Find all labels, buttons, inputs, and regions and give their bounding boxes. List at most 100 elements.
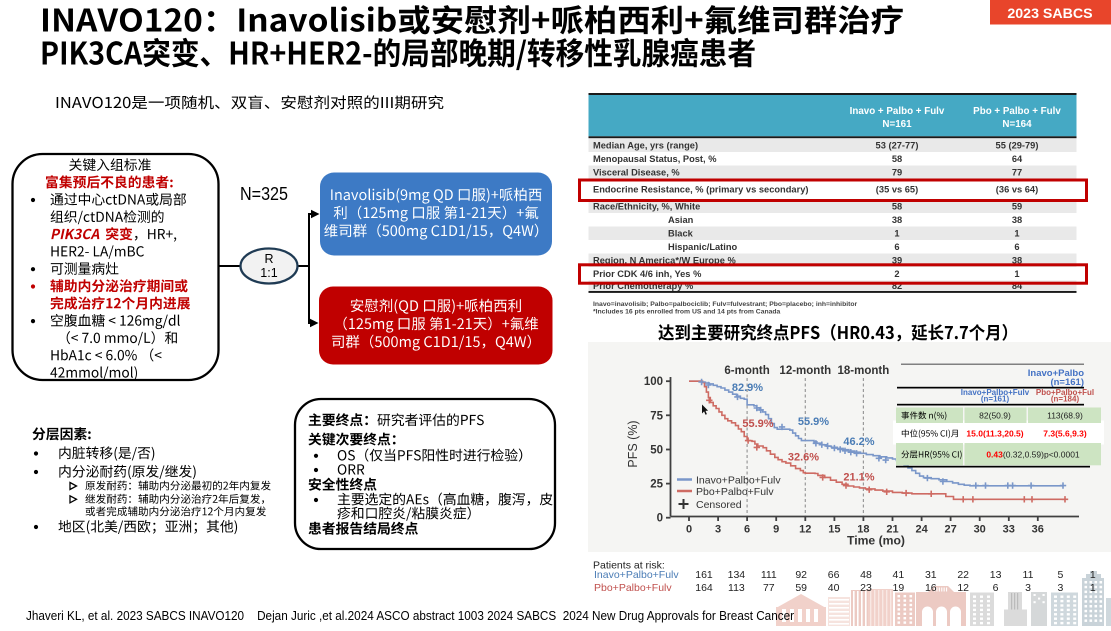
svg-text:84: 84 <box>1012 281 1023 291</box>
svg-text:9: 9 <box>773 523 779 535</box>
svg-text:64: 64 <box>1012 154 1023 164</box>
svg-text:48: 48 <box>860 569 872 581</box>
svg-text:75: 75 <box>650 410 663 422</box>
svg-text:Menopausal Status, Post, %: Menopausal Status, Post, % <box>593 154 717 164</box>
svg-text:2023 SABCS: 2023 SABCS <box>1007 6 1092 22</box>
svg-text:22: 22 <box>957 569 969 581</box>
svg-text:111: 111 <box>761 569 777 581</box>
svg-text:92: 92 <box>795 569 807 581</box>
svg-text:18: 18 <box>857 523 869 535</box>
svg-text:23: 23 <box>860 582 872 594</box>
svg-text:55.9%: 55.9% <box>742 418 773 430</box>
svg-text:77: 77 <box>763 582 775 594</box>
svg-text:Patients at risk:: Patients at risk: <box>593 560 665 572</box>
svg-text:27: 27 <box>944 523 956 535</box>
svg-text:24: 24 <box>915 523 928 535</box>
svg-text:134: 134 <box>728 569 746 581</box>
svg-text:Censored: Censored <box>696 499 742 511</box>
svg-text:59: 59 <box>1012 202 1022 212</box>
svg-text:N=325: N=325 <box>240 184 288 204</box>
svg-text:6: 6 <box>894 242 899 252</box>
svg-text:N=164: N=164 <box>1002 119 1032 130</box>
svg-text:(n=184): (n=184) <box>1051 394 1080 403</box>
svg-text:Pbo + Palbo + Fulv: Pbo + Palbo + Fulv <box>973 106 1061 117</box>
svg-text:30: 30 <box>974 523 986 535</box>
svg-text:58: 58 <box>892 154 902 164</box>
svg-text:0.43(0.32,0.59)p<0.0001: 0.43(0.32,0.59)p<0.0001 <box>986 450 1080 460</box>
svg-text:2: 2 <box>894 269 899 279</box>
svg-text:0: 0 <box>657 513 663 525</box>
svg-text:40: 40 <box>828 582 840 594</box>
svg-text:55 (29-79): 55 (29-79) <box>996 141 1039 151</box>
svg-text:(36 vs 64): (36 vs 64) <box>996 185 1038 195</box>
svg-text:1: 1 <box>894 229 899 239</box>
svg-text:50: 50 <box>650 445 663 457</box>
svg-text:100: 100 <box>644 376 663 388</box>
svg-text:Inavo+Palbo+Fulv: Inavo+Palbo+Fulv <box>961 388 1030 397</box>
svg-text:Inavo+Palbo+Fulv: Inavo+Palbo+Fulv <box>594 569 679 581</box>
svg-text:15.0(11.3,20.5): 15.0(11.3,20.5) <box>966 429 1023 439</box>
svg-text:(35 vs 65): (35 vs 65) <box>876 185 918 195</box>
svg-text:46.2%: 46.2% <box>843 436 874 448</box>
svg-text:7.3(5.6,9.3): 7.3(5.6,9.3) <box>1043 429 1087 439</box>
svg-text:Race/Ethnicity, %, White: Race/Ethnicity, %, White <box>593 202 700 212</box>
svg-text:Black: Black <box>668 229 694 239</box>
svg-text:58: 58 <box>892 202 902 212</box>
svg-text:Inavo+Palbo: Inavo+Palbo <box>1028 368 1084 379</box>
svg-text:Pbo+Palbo+Fulv: Pbo+Palbo+Fulv <box>594 582 672 594</box>
svg-text:3: 3 <box>1025 582 1031 594</box>
svg-text:39: 39 <box>892 256 902 266</box>
svg-text:13: 13 <box>990 569 1002 581</box>
svg-text:Pbo+Palbo+Ful: Pbo+Palbo+Ful <box>1036 388 1094 397</box>
svg-text:38: 38 <box>1012 215 1022 225</box>
svg-text:164: 164 <box>695 582 713 594</box>
svg-text:Inavo=inavolisib; Palbo=palboc: Inavo=inavolisib; Palbo=palbociclib; Ful… <box>593 301 858 308</box>
svg-text:Endocrine Resistance, % (prima: Endocrine Resistance, % (primary vs seco… <box>593 185 808 195</box>
svg-text:25: 25 <box>650 479 663 491</box>
svg-text:Median Age, yrs (range): Median Age, yrs (range) <box>593 141 698 151</box>
svg-text:Region, N America*/W Europe %: Region, N America*/W Europe % <box>593 256 736 266</box>
svg-text:113(68.9): 113(68.9) <box>1047 411 1083 421</box>
svg-text:5: 5 <box>1057 569 1063 581</box>
svg-text:82.9%: 82.9% <box>732 382 763 394</box>
svg-text:*Includes 16 pts enrolled from: *Includes 16 pts enrolled from US and 14… <box>593 309 781 316</box>
svg-text:59: 59 <box>795 582 807 594</box>
svg-text:3: 3 <box>715 523 721 535</box>
svg-text:0: 0 <box>686 523 692 535</box>
svg-text:41: 41 <box>893 569 905 581</box>
svg-text:Hispanic/Latino: Hispanic/Latino <box>668 242 738 252</box>
svg-text:33: 33 <box>1003 523 1015 535</box>
svg-text:12: 12 <box>957 582 969 594</box>
svg-text:1: 1 <box>1090 569 1096 581</box>
svg-text:Visceral Disease, %: Visceral Disease, % <box>593 168 680 178</box>
svg-text:Jhaveri KL, et al. 2023 SABCS: Jhaveri KL, et al. 2023 SABCS INAVO120 D… <box>26 608 795 623</box>
svg-text:77: 77 <box>1012 168 1022 178</box>
svg-text:113: 113 <box>728 582 745 594</box>
svg-text:Time (mo): Time (mo) <box>847 534 905 548</box>
svg-text:R: R <box>264 252 273 266</box>
svg-text:3: 3 <box>1057 582 1063 594</box>
svg-text:1: 1 <box>1014 229 1019 239</box>
svg-text:6: 6 <box>1014 242 1019 252</box>
svg-text:12-month: 12-month <box>779 365 831 377</box>
svg-text:36: 36 <box>1032 523 1044 535</box>
svg-text:Prior CDK 4/6 inh, Yes %: Prior CDK 4/6 inh, Yes % <box>593 269 702 279</box>
svg-text:Prior Chemotherapy %: Prior Chemotherapy % <box>593 281 694 291</box>
svg-text:82(50.9): 82(50.9) <box>979 411 1011 421</box>
svg-text:(n=161): (n=161) <box>981 394 1010 403</box>
svg-text:Inavo+Palbo+Fulv: Inavo+Palbo+Fulv <box>696 475 781 487</box>
svg-text:21: 21 <box>886 523 898 535</box>
svg-text:38: 38 <box>1012 256 1022 266</box>
svg-text:1: 1 <box>1014 269 1019 279</box>
svg-text:11: 11 <box>1023 569 1034 581</box>
svg-text:161: 161 <box>695 569 713 581</box>
svg-text:32.6%: 32.6% <box>788 452 819 464</box>
svg-text:6-month: 6-month <box>724 365 769 377</box>
svg-text:Pbo+Palbo+Fulv: Pbo+Palbo+Fulv <box>696 486 774 498</box>
svg-text:53 (27-77): 53 (27-77) <box>876 141 919 151</box>
svg-text:Asian: Asian <box>668 215 694 225</box>
svg-text:82: 82 <box>892 281 902 291</box>
svg-text:N=161: N=161 <box>882 119 912 130</box>
svg-text:PFS (%): PFS (%) <box>626 420 640 467</box>
svg-text:(n=161): (n=161) <box>1050 377 1084 388</box>
